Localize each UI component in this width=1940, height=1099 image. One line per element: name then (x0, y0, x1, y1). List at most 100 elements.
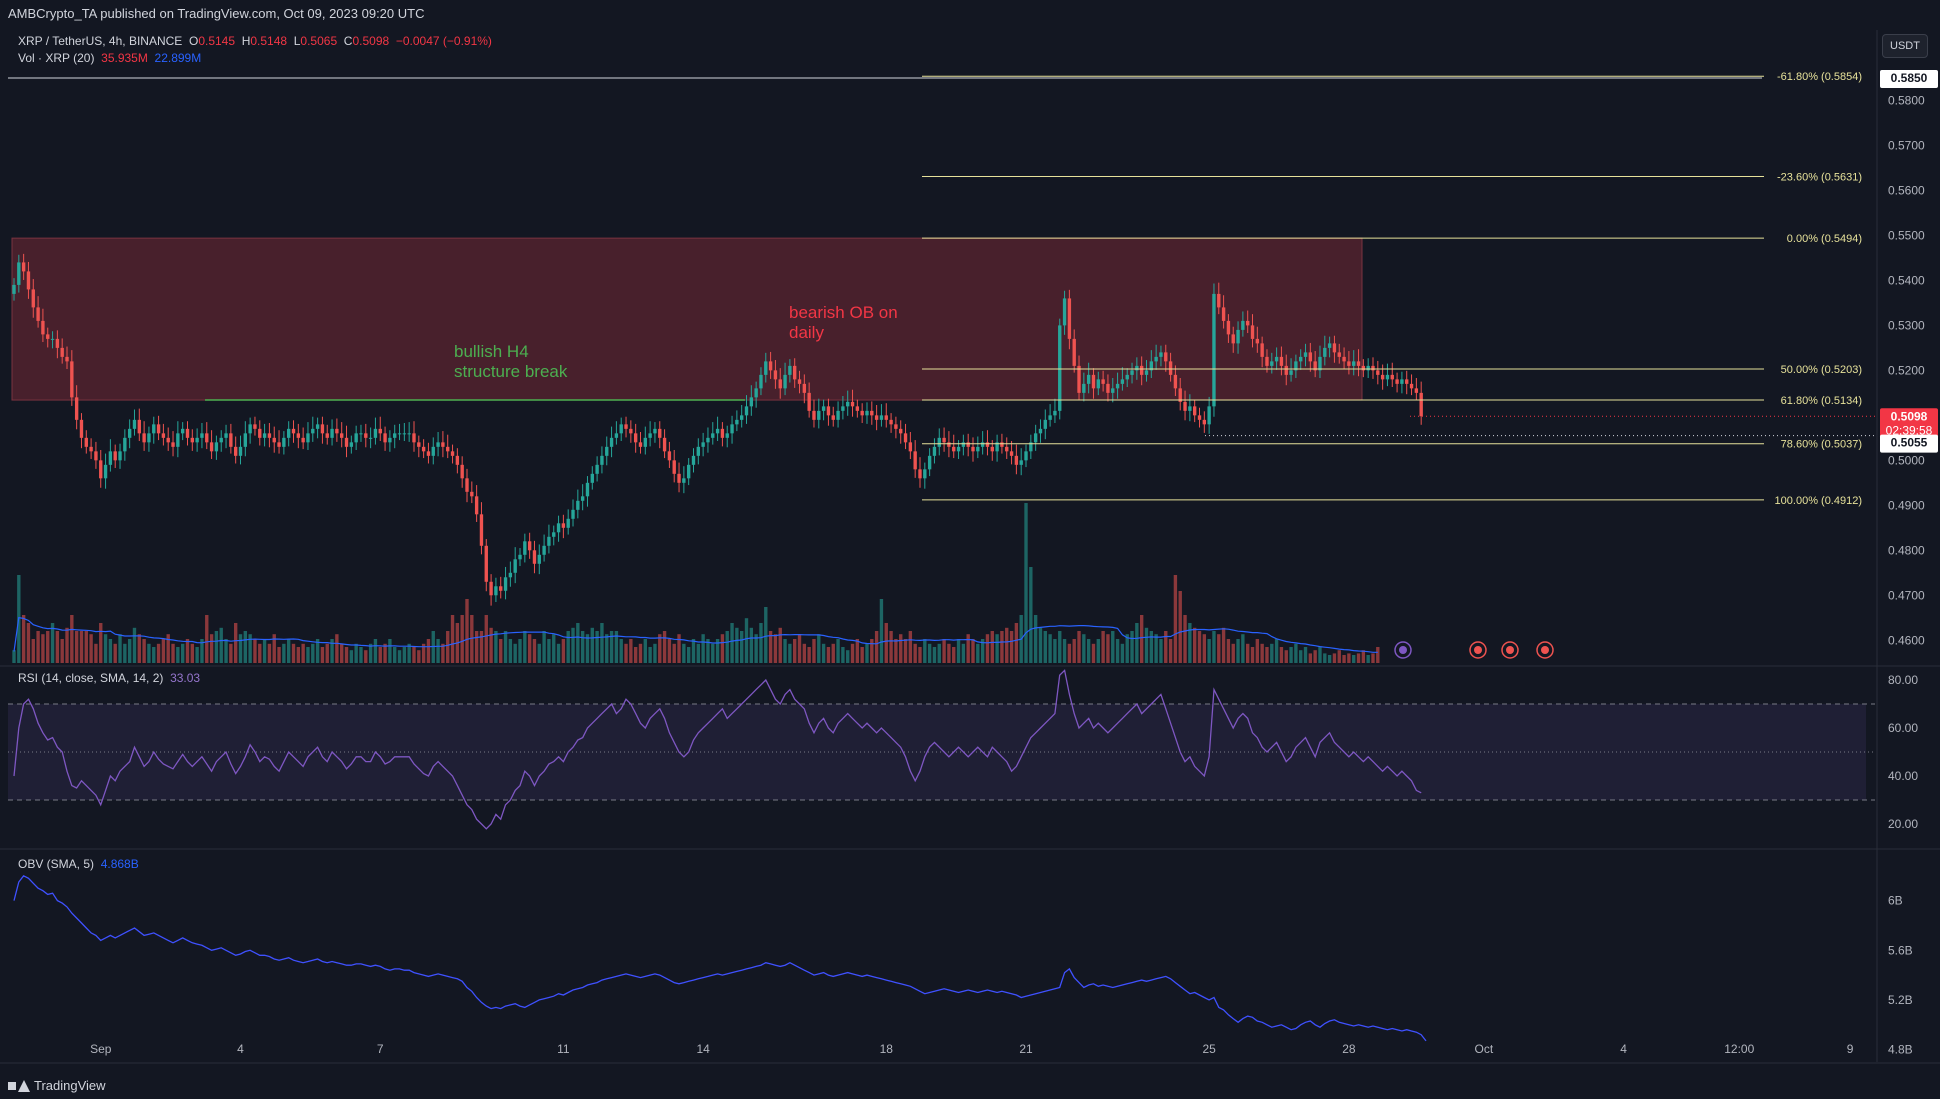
candle-body (1048, 415, 1052, 420)
tradingview-footer[interactable]: TradingView (8, 1078, 106, 1093)
candle-body (889, 419, 893, 425)
candle-body (142, 433, 146, 443)
obv-legend[interactable]: OBV (SMA, 5) 4.868B (18, 857, 139, 871)
volume-bar (1024, 503, 1028, 663)
volume-bar (585, 634, 590, 663)
volume-bar (1217, 634, 1221, 663)
symbol-legend[interactable]: XRP / TetherUS, 4h, BINANCE O0.5145 H0.5… (18, 34, 492, 48)
candle-body (1236, 329, 1240, 344)
candle-body (1414, 388, 1419, 393)
candle-body (961, 442, 966, 447)
candle-body (1014, 455, 1019, 465)
volume-bar (1192, 627, 1197, 663)
candle-body (1091, 374, 1096, 389)
volume-bar (1270, 643, 1274, 663)
volume-bar (667, 639, 672, 663)
candle-body (1366, 365, 1370, 371)
candle-body (1000, 442, 1004, 447)
candle-body (513, 559, 517, 573)
candle-body (1115, 383, 1120, 389)
candle-body (1144, 370, 1149, 375)
volume-bar (190, 643, 194, 663)
volume-bar (860, 647, 864, 663)
candle-body (797, 379, 802, 384)
volume-bar (233, 623, 238, 663)
volume-bar (947, 643, 951, 663)
candle-body (793, 365, 797, 380)
candle-body (821, 406, 826, 411)
volume-bar (446, 631, 450, 663)
volume-bar (1327, 655, 1332, 663)
fibonacci-retracement[interactable]: -61.80% (0.5854) -23.60% (0.5631) 0.00% (0… (8, 71, 1862, 507)
volume-bar (291, 643, 296, 663)
volume-bar (166, 634, 170, 663)
volume-bar (600, 623, 604, 663)
volume-bar (359, 647, 363, 663)
volume-bar (812, 639, 816, 663)
price-axis-tick: 0.5500 (1888, 228, 1925, 242)
candle-body (1212, 293, 1216, 407)
candle-body (913, 451, 917, 470)
volume-bar (841, 647, 845, 663)
candle-body (301, 437, 305, 443)
candle-body (802, 383, 807, 393)
candle-body (947, 442, 951, 447)
candle-body (1038, 428, 1043, 434)
top-level-price-tag (1880, 69, 1938, 88)
volume-bar (580, 631, 585, 663)
candle-body (499, 586, 503, 591)
price-axis-tick: 0.4800 (1888, 543, 1925, 557)
volume-bar (1159, 639, 1163, 663)
volume-bar (759, 623, 763, 663)
candle-body (1294, 361, 1298, 371)
volume-bar (224, 639, 228, 663)
time-axis-tick: 21 (1019, 1042, 1033, 1056)
rsi-legend[interactable]: RSI (14, close, SMA, 14, 2) 33.03 (18, 671, 200, 685)
candle-body (46, 334, 50, 339)
candle-body (1120, 379, 1125, 384)
price-axis-tick: 0.5200 (1888, 363, 1925, 377)
currency-button[interactable]: USDT (1882, 34, 1928, 58)
candle-body (532, 550, 537, 564)
volume-bar (749, 627, 754, 663)
volume-bar (807, 647, 811, 663)
obv-pane: 6B 5.6B 5.2B 4.8B (13, 874, 1913, 1057)
candle-body (253, 424, 257, 429)
volume-bar (773, 634, 778, 663)
rsi-label: RSI (14, close, SMA, 14, 2) (18, 671, 164, 685)
candle-body (1062, 298, 1067, 326)
candle-body (344, 437, 349, 447)
volume-bar (229, 643, 233, 663)
volume-bar (103, 634, 108, 663)
time-axis-tick: Sep (90, 1042, 112, 1056)
volume-bar (566, 631, 570, 663)
candle-body (783, 374, 787, 389)
volume-bar (1337, 650, 1341, 663)
volume-bar (889, 631, 893, 663)
candle-body (195, 437, 199, 443)
volume-bar (1096, 639, 1100, 663)
candle-body (1009, 451, 1014, 456)
volume-bar (1077, 631, 1081, 663)
volume-bar (706, 639, 710, 663)
volume-bar (1231, 643, 1235, 663)
price-axis-tick: 0.5300 (1888, 318, 1925, 332)
volume-legend[interactable]: Vol · XRP (20) 35.935M 22.899M (18, 51, 201, 65)
candle-body (812, 410, 816, 420)
volume-bar (1043, 631, 1047, 663)
volume-bar (205, 615, 209, 663)
volume-bar (1062, 639, 1067, 663)
candle-body (725, 433, 729, 438)
candle-body (417, 442, 421, 447)
candle-body (258, 428, 262, 438)
volume-bar (1250, 647, 1255, 663)
candle-body (74, 397, 79, 420)
candle-body (778, 379, 782, 389)
candle-body (1255, 338, 1260, 344)
volume-bar (696, 643, 701, 663)
volume-bar (1294, 643, 1298, 663)
volume-bar (552, 634, 556, 663)
volume-bar (330, 639, 334, 663)
candle-body (508, 572, 513, 578)
